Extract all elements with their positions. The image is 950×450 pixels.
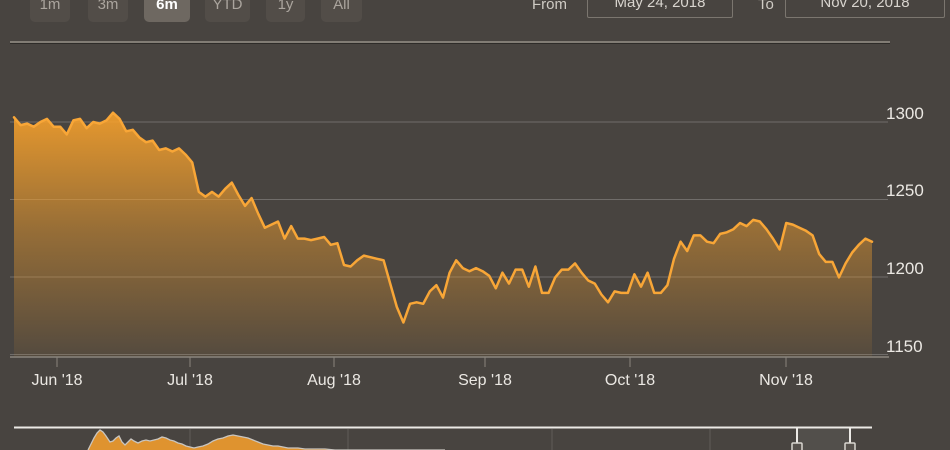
y-axis-label-1300: 1300 bbox=[886, 104, 924, 123]
range-button-3m[interactable]: 3m bbox=[88, 0, 128, 22]
x-axis-label-oct: Oct '18 bbox=[605, 372, 655, 389]
navigator-selected-range[interactable] bbox=[797, 428, 850, 450]
x-axis: Jun '18 Jul '18 Aug '18 Sep '18 Oct '18 … bbox=[10, 356, 889, 389]
x-axis-label-sep: Sep '18 bbox=[458, 372, 512, 389]
x-axis-label-aug: Aug '18 bbox=[307, 372, 361, 389]
from-label: From bbox=[532, 0, 567, 13]
x-axis-label-jun: Jun '18 bbox=[31, 372, 82, 389]
navigator-series-line bbox=[87, 429, 445, 450]
navigator-handle-right[interactable] bbox=[844, 428, 856, 450]
navigator-handle-left[interactable] bbox=[791, 428, 803, 450]
from-date-input[interactable] bbox=[587, 0, 733, 18]
range-button-1y[interactable]: 1y bbox=[266, 0, 305, 22]
range-button-all[interactable]: All bbox=[321, 0, 362, 22]
to-date-input[interactable] bbox=[785, 0, 945, 18]
range-button-1m[interactable]: 1m bbox=[30, 0, 70, 22]
range-button-6m[interactable]: 6m bbox=[144, 0, 190, 22]
y-axis-labels: 1300 1250 1200 1150 bbox=[886, 104, 924, 356]
y-axis-label-1150: 1150 bbox=[886, 337, 923, 356]
to-label: To bbox=[758, 0, 774, 13]
price-series[interactable] bbox=[12, 111, 874, 357]
navigator-series-area bbox=[88, 430, 445, 450]
price-area bbox=[14, 112, 872, 357]
toolbar-separator bbox=[10, 41, 890, 43]
y-axis-label-1200: 1200 bbox=[886, 259, 924, 278]
navigator[interactable] bbox=[14, 426, 872, 450]
price-line bbox=[12, 111, 874, 324]
y-axis-label-1250: 1250 bbox=[886, 181, 924, 200]
x-axis-label-nov: Nov '18 bbox=[759, 372, 813, 389]
x-axis-label-jul: Jul '18 bbox=[167, 372, 213, 389]
range-button-ytd[interactable]: YTD bbox=[205, 0, 250, 22]
